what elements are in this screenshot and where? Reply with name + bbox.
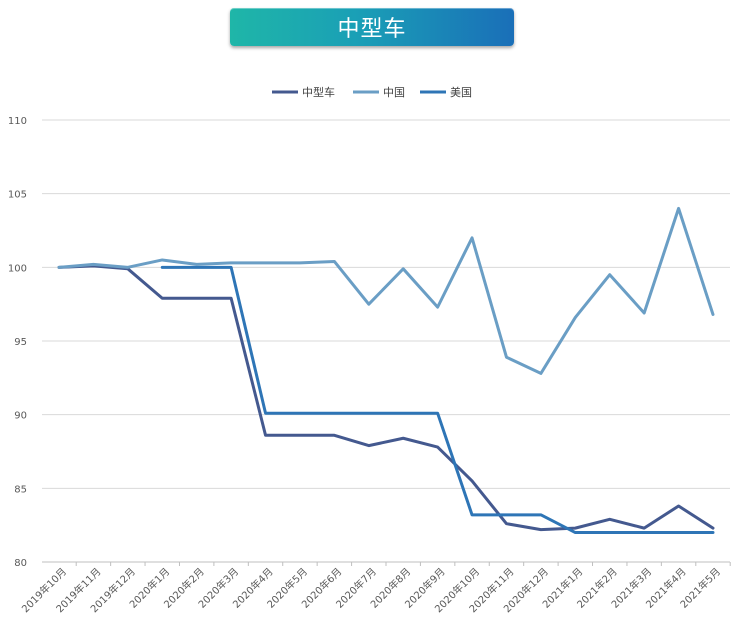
legend-label: 中国 [383,86,405,99]
y-tick-label: 80 [14,558,27,569]
y-tick-label: 95 [14,337,27,348]
series-lines [57,206,715,535]
series-line-1 [57,206,715,375]
chart-title-banner: 中型车 [230,8,514,46]
y-tick-label: 85 [14,484,27,495]
gridlines [42,119,730,563]
legend: 中型车 中国 美国 [272,85,472,99]
y-tick-label: 90 [14,411,27,422]
series-line-0 [57,264,715,532]
y-tick-label: 110 [8,116,27,127]
y-tick-label: 100 [8,263,27,274]
legend-label: 中型车 [302,85,335,99]
y-tick-label: 105 [8,190,27,201]
y-axis-ticks: 80 85 90 95 100 105 110 [8,116,27,569]
x-axis-ticks: 2019年10月2019年11月2019年12月2020年1月2020年2月20… [19,562,731,615]
chart-title: 中型车 [337,17,407,42]
series-line-2 [160,265,715,535]
legend-label: 美国 [450,86,472,99]
